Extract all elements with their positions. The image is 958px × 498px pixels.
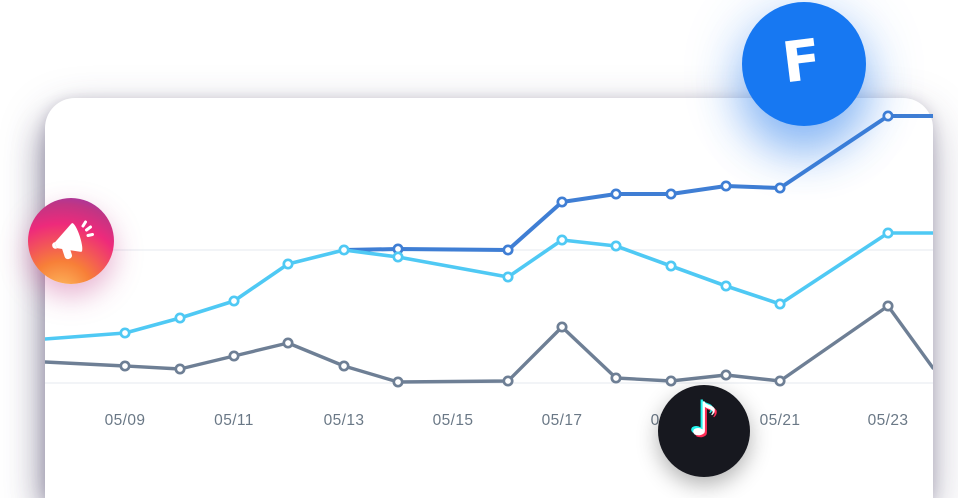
gray-series-point[interactable] (720, 369, 732, 381)
sky-blue-series-point[interactable] (720, 280, 732, 292)
x-axis-label: 05/09 (105, 412, 146, 429)
gray-series-point[interactable] (610, 372, 622, 384)
gray-series-point[interactable] (774, 375, 786, 387)
megaphone-icon (47, 217, 95, 265)
x-axis-label: 05/21 (760, 412, 801, 429)
sky-blue-series-point[interactable] (228, 295, 240, 307)
x-axis-label: 05/15 (433, 412, 474, 429)
sky-blue-series-point[interactable] (338, 244, 350, 256)
x-axis-label: 05/17 (542, 412, 583, 429)
gray-series-point[interactable] (556, 321, 568, 333)
dark-blue-series-point[interactable] (665, 188, 677, 200)
gray-series-point[interactable] (119, 360, 131, 372)
sky-blue-series-point[interactable] (774, 298, 786, 310)
sky-blue-series-point[interactable] (556, 234, 568, 246)
dark-blue-series-point[interactable] (502, 244, 514, 256)
x-axis-label: 05/13 (324, 412, 365, 429)
dark-blue-series-line (342, 114, 933, 252)
sky-blue-series-point[interactable] (282, 258, 294, 270)
sky-blue-series-point[interactable] (392, 251, 404, 263)
dark-blue-series-point[interactable] (774, 182, 786, 194)
sky-blue-series-point[interactable] (665, 260, 677, 272)
sky-blue-series-point[interactable] (610, 240, 622, 252)
gray-series-point[interactable] (665, 375, 677, 387)
tiktok-badge[interactable]: ♪ (658, 385, 750, 477)
gray-series-point[interactable] (228, 350, 240, 362)
dark-blue-series-point[interactable] (556, 196, 568, 208)
dark-blue-series-point[interactable] (882, 110, 894, 122)
sky-blue-series-point[interactable] (502, 271, 514, 283)
gray-series-point[interactable] (338, 360, 350, 372)
x-axis-label: 05/23 (868, 412, 909, 429)
dark-blue-series-point[interactable] (720, 180, 732, 192)
x-axis-label: 05/11 (214, 412, 254, 429)
dark-blue-series-point[interactable] (610, 188, 622, 200)
sky-blue-series-point[interactable] (119, 327, 131, 339)
sky-blue-series-point[interactable] (882, 227, 894, 239)
tiktok-icon: ♪ (689, 392, 719, 446)
gray-series-point[interactable] (282, 337, 294, 349)
gray-series-point[interactable] (392, 376, 404, 388)
facebook-icon: F (778, 26, 825, 96)
gray-series-point[interactable] (502, 375, 514, 387)
promotion-badge[interactable] (28, 198, 114, 284)
gray-series-point[interactable] (174, 363, 186, 375)
gray-series-point[interactable] (882, 300, 894, 312)
sky-blue-series-point[interactable] (174, 312, 186, 324)
facebook-badge[interactable]: F (742, 2, 866, 126)
